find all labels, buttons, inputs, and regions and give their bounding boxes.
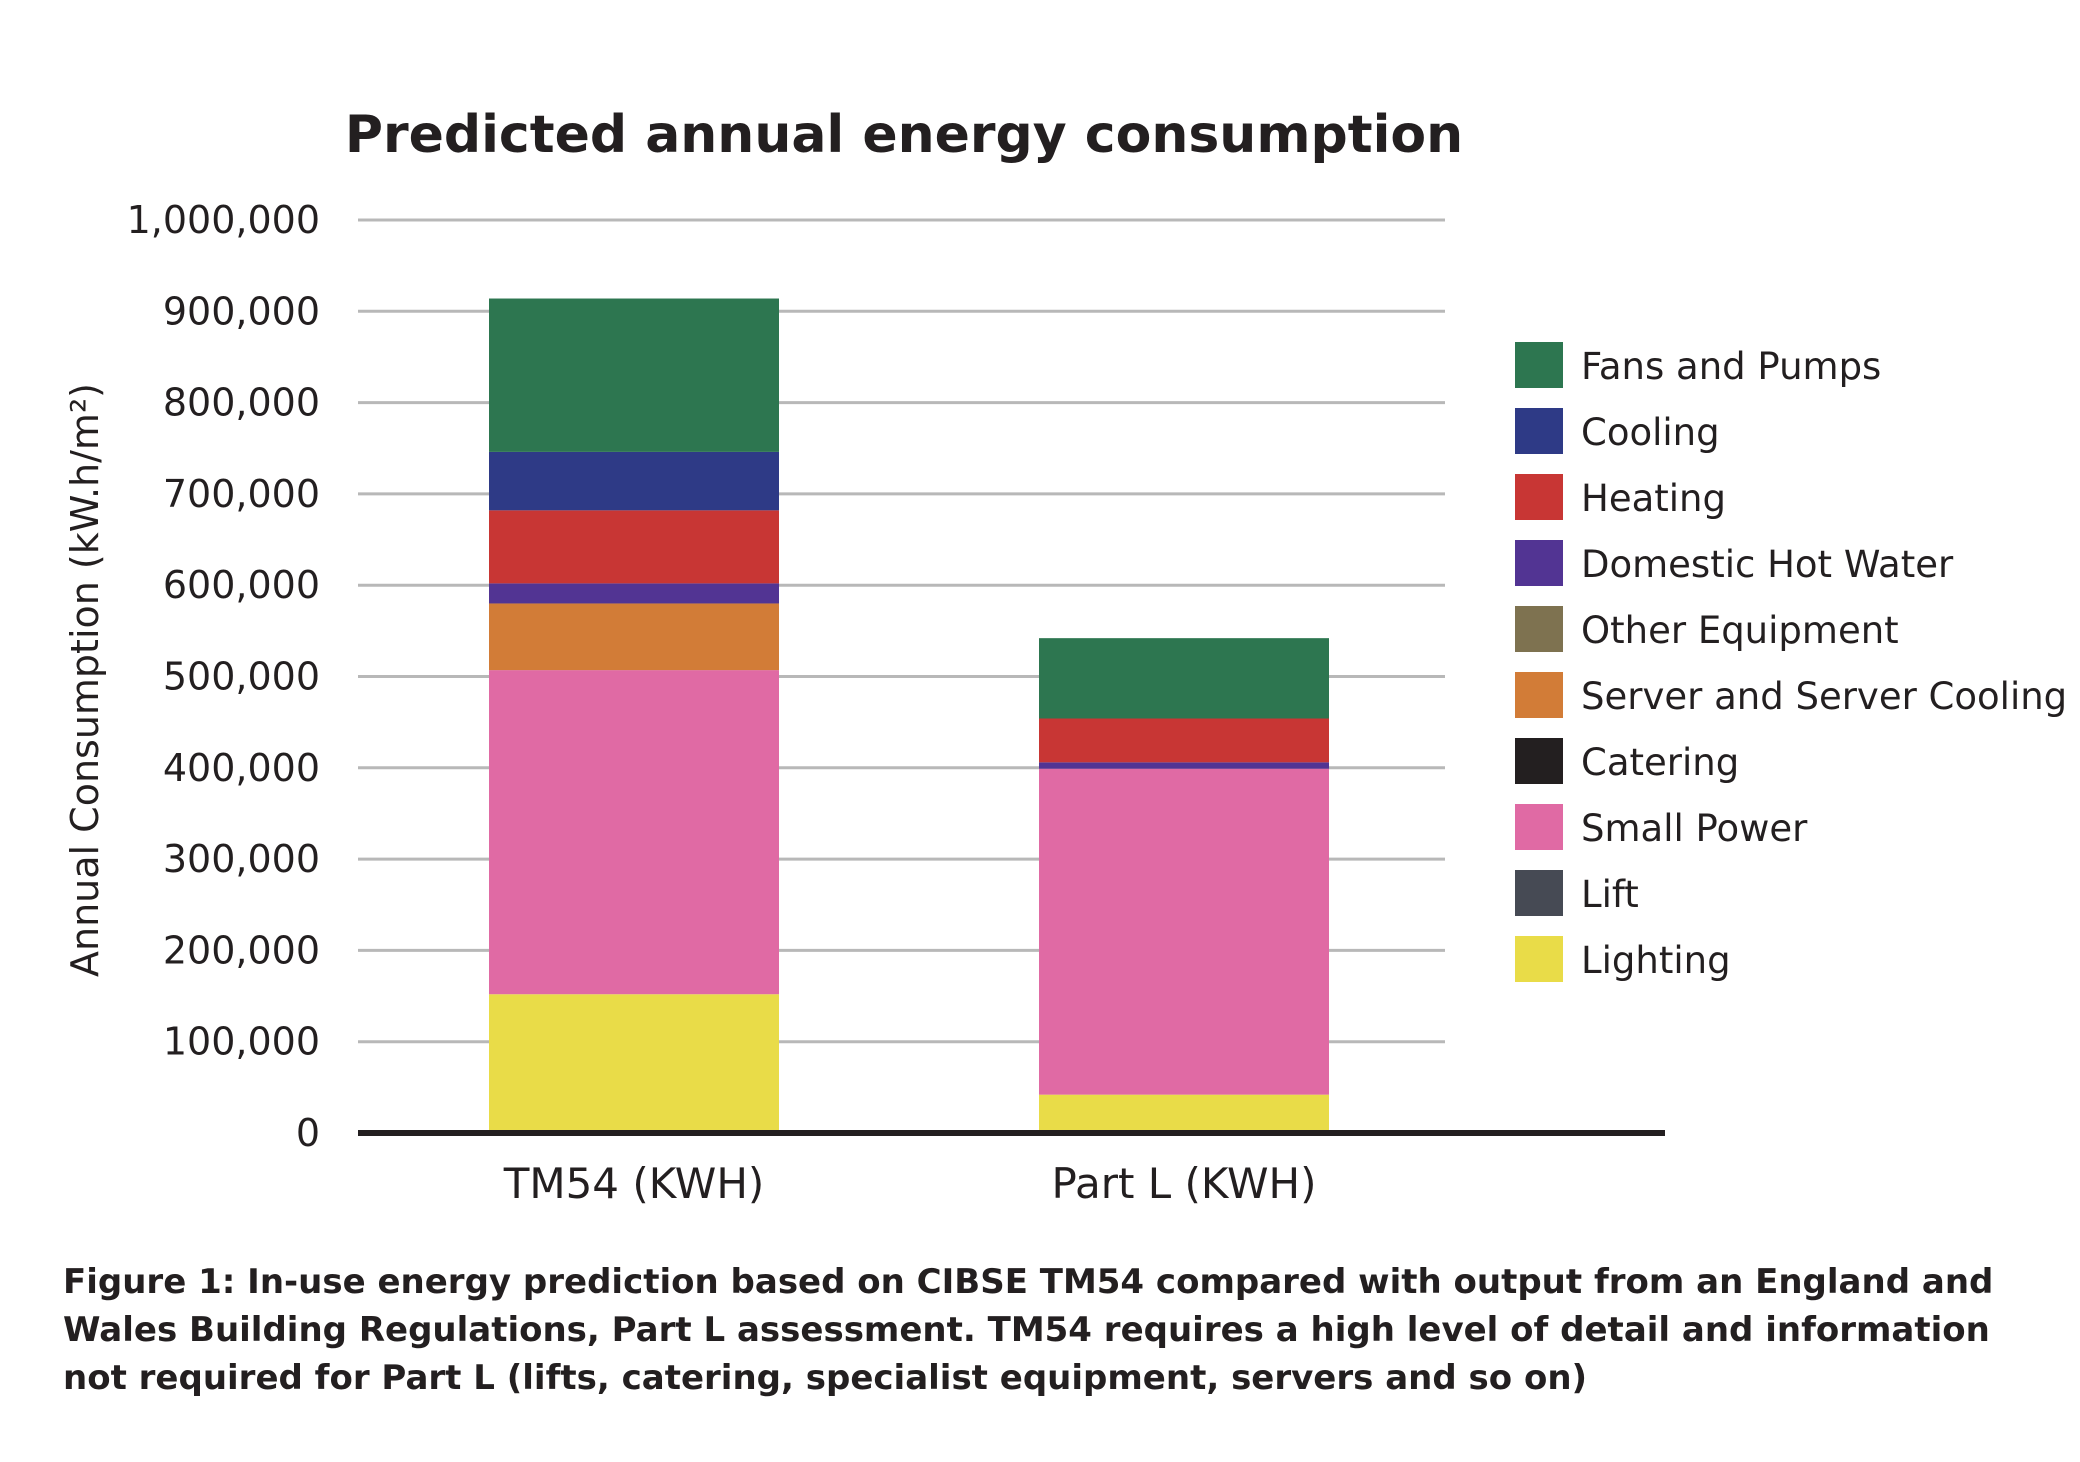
bar-segment-small-power [1039, 768, 1329, 1095]
y-axis-title: Annual Consumption (kW.h/m²) [63, 383, 107, 977]
legend-label: Lighting [1581, 939, 1731, 982]
stacked-bar-chart: Predicted annual energy consumption 0 100… [63, 105, 2067, 1208]
y-tick-label: 800,000 [163, 381, 320, 425]
legend-swatch [1515, 342, 1563, 388]
y-tick-label: 700,000 [163, 472, 320, 516]
y-tick-label: 400,000 [163, 746, 320, 790]
bar-segment-domestic-hot-water [489, 583, 779, 604]
legend-label: Fans and Pumps [1581, 345, 1881, 388]
legend-swatch [1515, 540, 1563, 586]
legend-swatch [1515, 870, 1563, 916]
legend: Fans and Pumps Cooling Heating Domestic Hot… [1515, 342, 2067, 982]
legend-swatch [1515, 936, 1563, 982]
bar-segment-lighting [489, 994, 779, 1133]
bars [489, 298, 1329, 1133]
bar-segment-server-and-server-cooling [489, 603, 779, 671]
legend-swatch [1515, 738, 1563, 784]
legend-swatch [1515, 672, 1563, 718]
legend-swatch [1515, 804, 1563, 850]
legend-label: Small Power [1581, 807, 1808, 850]
bar-segment-lighting [1039, 1094, 1329, 1133]
legend-label: Server and Server Cooling [1581, 675, 2067, 718]
y-tick-label: 0 [296, 1111, 320, 1155]
y-tick-label: 600,000 [163, 563, 320, 607]
figure-caption: Figure 1: In-use energy prediction based… [63, 1262, 1994, 1398]
y-tick-label: 1,000,000 [127, 198, 320, 242]
bar-segment-heating [489, 510, 779, 584]
y-tick-label: 100,000 [163, 1020, 320, 1064]
legend-swatch [1515, 474, 1563, 520]
bar-segment-domestic-hot-water [1039, 762, 1329, 769]
y-tick-label: 500,000 [163, 655, 320, 699]
bar-segment-fans-and-pumps [1039, 638, 1329, 719]
bar-segment-heating [1039, 718, 1329, 763]
legend-label: Heating [1581, 477, 1726, 520]
x-category-label: TM54 (KWH) [503, 1159, 765, 1208]
y-axis-ticks: 0 100,000 200,000 300,000 400,000 500,000 600,… [127, 198, 320, 1155]
chart-title: Predicted annual energy consumption [345, 105, 1463, 165]
legend-label: Lift [1581, 873, 1639, 916]
legend-label: Domestic Hot Water [1581, 543, 1954, 586]
legend-swatch [1515, 408, 1563, 454]
x-category-label: Part L (KWH) [1052, 1159, 1317, 1208]
bar-segment-small-power [489, 670, 779, 995]
legend-swatch [1515, 606, 1563, 652]
bar-segment-cooling [489, 451, 779, 511]
legend-label: Other Equipment [1581, 609, 1899, 652]
bar-segment-fans-and-pumps [489, 298, 779, 452]
legend-label: Catering [1581, 741, 1739, 784]
y-tick-label: 200,000 [163, 928, 320, 972]
y-tick-label: 300,000 [163, 837, 320, 881]
x-axis-labels: TM54 (KWH) Part L (KWH) [503, 1159, 1317, 1208]
y-tick-label: 900,000 [163, 289, 320, 333]
legend-label: Cooling [1581, 411, 1720, 454]
